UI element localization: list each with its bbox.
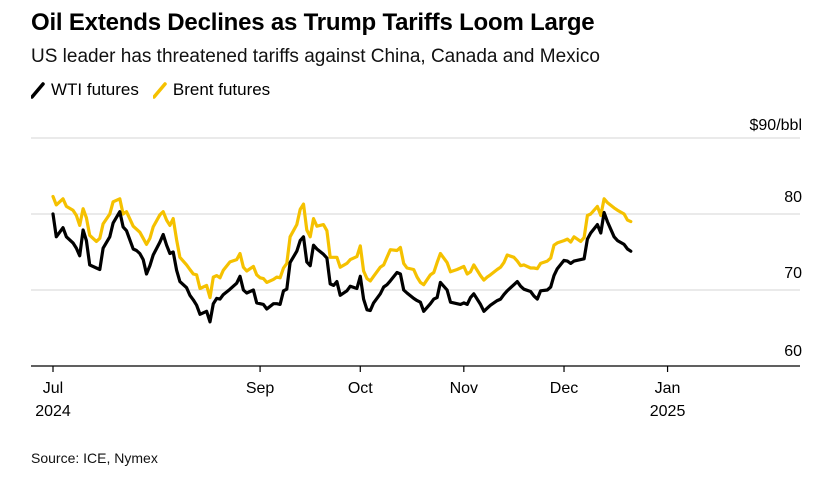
chart-subtitle: US leader has threatened tariffs against…	[31, 46, 600, 67]
series-line-wti-futures	[51, 210, 633, 324]
y-tick-label-70: 70	[784, 265, 802, 282]
y-tick-label-80: 80	[784, 189, 802, 206]
legend-item-brent: Brent futures	[152, 80, 271, 100]
chart-legend: WTI futures Brent futures	[31, 80, 284, 100]
x-tick-year-2025: 2025	[650, 403, 686, 420]
chart-title: Oil Extends Declines as Trump Tariffs Lo…	[31, 9, 595, 36]
legend-swatch-wti	[31, 82, 45, 99]
legend-label-wti: WTI futures	[51, 80, 139, 99]
x-tick-label-dec: Dec	[550, 380, 578, 397]
x-tick-label-sep: Sep	[246, 380, 275, 397]
y-tick-label-90: $90/bbl	[750, 117, 803, 134]
source-note: Source: ICE, Nymex	[31, 450, 158, 466]
x-tick-year-2024: 2024	[35, 403, 71, 420]
legend-label-brent: Brent futures	[172, 80, 271, 99]
x-axis: Jul 2024 Sep Oct Nov Dec Jan 2025	[31, 365, 800, 420]
x-tick-label-jan: Jan	[655, 380, 681, 397]
x-tick-label-oct: Oct	[348, 380, 373, 397]
legend-item-wti: WTI futures	[31, 80, 139, 100]
legend-swatch-brent	[152, 82, 167, 99]
y-tick-label-60: 60	[784, 343, 802, 360]
x-tick-label-jul: Jul	[43, 380, 63, 397]
x-tick-label-nov: Nov	[450, 380, 478, 397]
series-line-brent-futures	[51, 194, 633, 300]
y-axis-ticks: $90/bbl 80 70 60	[750, 117, 803, 360]
series-lines	[51, 194, 633, 324]
